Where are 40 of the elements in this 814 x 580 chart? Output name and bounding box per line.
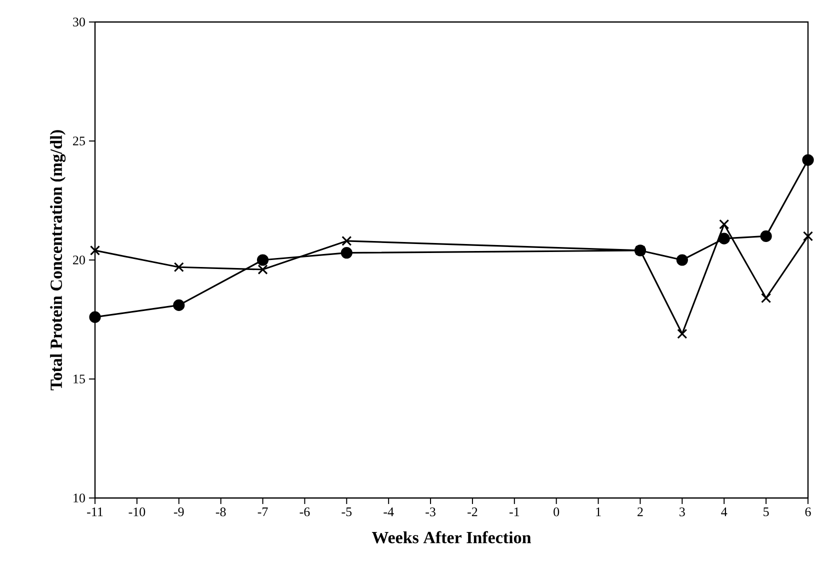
y-tick-label: 30 — [73, 18, 85, 26]
x-axis-title: Weeks After Infection — [372, 531, 532, 544]
x-tick-label: 3 — [680, 508, 685, 516]
x-tick-label: -1 — [509, 508, 520, 516]
x-tick-label: 4 — [721, 508, 728, 516]
x-tick-label: -11 — [87, 508, 103, 516]
x-tick-label: -6 — [300, 508, 310, 516]
x-tick-label: 0 — [554, 508, 560, 516]
point — [256, 254, 269, 266]
x-tick-label: -10 — [128, 508, 146, 516]
x-tick-label: -9 — [174, 508, 184, 516]
y-tick-label: 25 — [73, 136, 85, 146]
point — [761, 293, 772, 304]
point — [718, 232, 730, 244]
y-tick-label: 15 — [74, 374, 85, 384]
x-tick-label: 1 — [596, 508, 601, 516]
y-axis-title: Total Protein Concentration (mg/dl) — [50, 130, 66, 390]
point — [760, 230, 772, 242]
x-tick-label: -5 — [342, 508, 352, 516]
point — [174, 262, 184, 272]
y-tick-label: 10 — [74, 494, 85, 502]
x-tick-label: -7 — [258, 508, 268, 516]
point — [173, 299, 185, 312]
x-tick-label: 6 — [805, 508, 811, 516]
point — [89, 311, 101, 323]
x-tick-label: -8 — [216, 508, 226, 516]
x-tick-label: -3 — [426, 508, 436, 516]
x-tick-label: 2 — [638, 508, 643, 516]
point — [719, 219, 730, 230]
point — [802, 231, 814, 242]
point — [342, 236, 352, 246]
y-tick-label: 20 — [73, 256, 85, 264]
point — [677, 328, 688, 339]
x-tick-label: -4 — [384, 508, 394, 516]
point — [90, 245, 100, 256]
x-tick-label: -2 — [468, 508, 478, 516]
point — [340, 247, 352, 259]
point — [676, 254, 688, 266]
point — [258, 264, 268, 275]
x-tick-label: 5 — [764, 508, 769, 516]
